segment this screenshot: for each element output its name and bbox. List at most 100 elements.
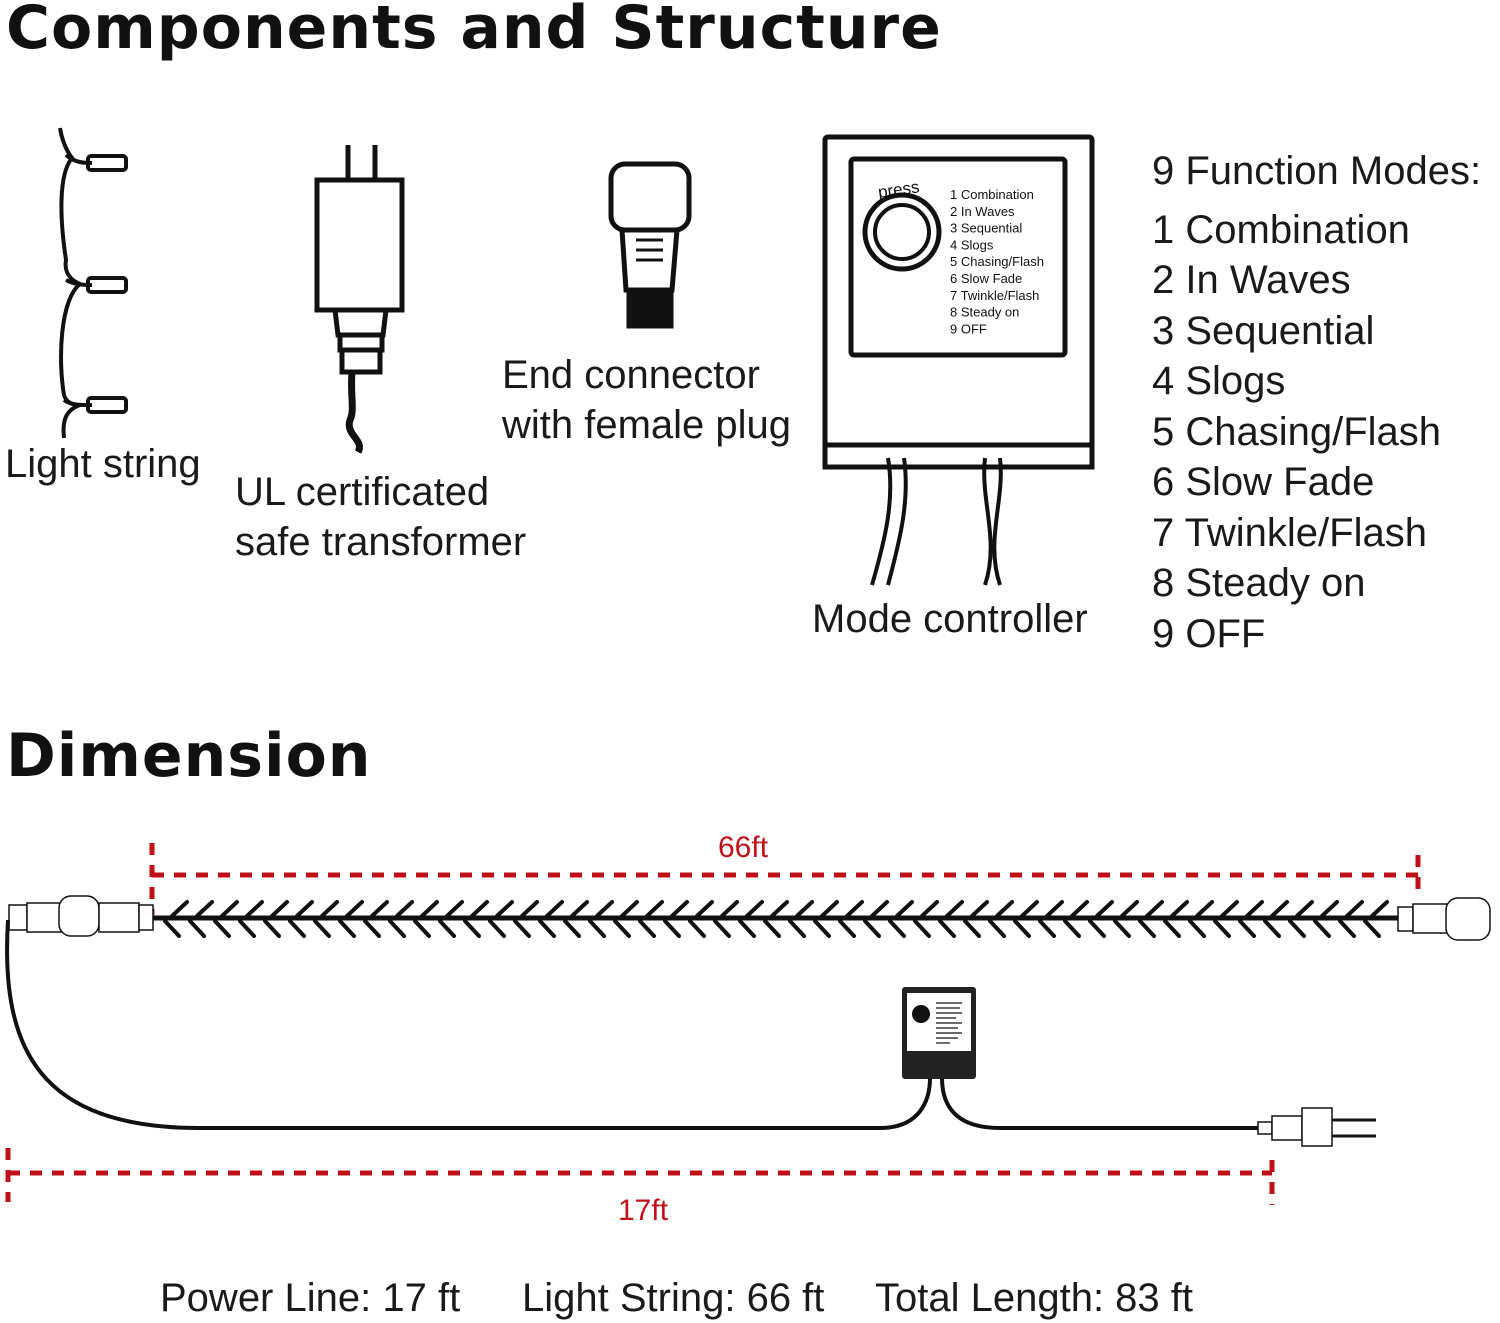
bulb-tick [670, 900, 689, 918]
mode-controller-label: Mode controller [812, 597, 1088, 641]
bulb-tick [445, 900, 464, 918]
bulb-tick [388, 919, 406, 938]
right-connector [1397, 897, 1491, 941]
bulb-tick [1245, 900, 1264, 918]
bulb-tick [1138, 919, 1156, 938]
controller-mode-text: 5 Chasing/Flash [950, 254, 1044, 269]
bulb-tick [738, 919, 756, 938]
bulb-tick [1038, 919, 1056, 938]
bulb-tick [363, 919, 381, 938]
dimension-title: Dimension [6, 721, 372, 791]
transformer-label-1: UL certificated [235, 470, 490, 514]
bulb-tick [1188, 919, 1206, 938]
light-string-length-label: 66ft [718, 831, 769, 864]
controller-mode-text: 4 Slogs [950, 237, 994, 252]
bulb-tick [588, 919, 606, 938]
bulb-tick [620, 900, 639, 918]
bulb-tick [1063, 919, 1081, 938]
bulb-tick [263, 919, 281, 938]
bulb-tick [663, 919, 681, 938]
power-cables [5, 919, 1258, 1130]
bulb-tick [720, 900, 739, 918]
bulb-tick [788, 919, 806, 938]
bulb-tick [695, 900, 714, 918]
function-modes-list: 9 Function Modes: 1 Combination 2 In Wav… [1152, 146, 1481, 659]
bulb-tick [970, 900, 989, 918]
bulb-tick [1145, 900, 1164, 918]
bulb-tick [938, 919, 956, 938]
end-connector-label-1: End connector [502, 353, 760, 397]
bulb-tick [713, 919, 731, 938]
bulb-tick [545, 900, 564, 918]
bulb-tick [1163, 919, 1181, 938]
bulb-tick [520, 900, 539, 918]
bulb-tick [1120, 900, 1139, 918]
bulb-tick [245, 900, 264, 918]
bulb-tick [845, 900, 864, 918]
end-connector-illustration [608, 161, 692, 329]
bulb-tick [295, 900, 314, 918]
bulb-tick [345, 900, 364, 918]
end-connector-label-2: with female plug [502, 403, 792, 447]
transformer-illustration [314, 145, 405, 454]
bulb-tick [238, 919, 256, 938]
bulb-tick [370, 900, 389, 918]
bulb-tick [1213, 919, 1231, 938]
bulb-tick [888, 919, 906, 938]
bulb-tick [570, 900, 589, 918]
bulb-tick [1113, 919, 1131, 938]
light-string-line [150, 900, 1400, 938]
bulb-tick [813, 919, 831, 938]
bulb-tick [1020, 900, 1039, 918]
bulb-tick [463, 919, 481, 938]
bulb-tick [1070, 900, 1089, 918]
bulb-tick [188, 919, 206, 938]
mode-item: 5 Chasing/Flash [1152, 409, 1442, 454]
bulb-tick [338, 919, 356, 938]
bulb-tick [195, 900, 214, 918]
bulb-tick [838, 919, 856, 938]
bulb-tick [563, 919, 581, 938]
light-string-summary: Light String: 66 ft [522, 1276, 825, 1320]
bulb-tick [963, 919, 981, 938]
bulb-tick [770, 900, 789, 918]
bulb-tick [1345, 900, 1364, 918]
mode-item: 3 Sequential [1152, 308, 1375, 353]
bulb-tick [870, 900, 889, 918]
bulb-tick [170, 900, 189, 918]
bulb-tick [613, 919, 631, 938]
bulb-tick [895, 900, 914, 918]
bulb-tick [1363, 919, 1381, 938]
measure-66ft [149, 843, 1421, 915]
bulb-tick [420, 900, 439, 918]
bulb-tick [470, 900, 489, 918]
bulb-tick [1088, 919, 1106, 938]
plug-adapter [1257, 1107, 1376, 1147]
measure-17ft [5, 1148, 1275, 1205]
controller-mode-text: 9 OFF [950, 321, 987, 336]
power-line-summary: Power Line: 17 ft [160, 1276, 461, 1320]
small-controller [902, 987, 976, 1079]
mode-item: 6 Slow Fade [1152, 460, 1375, 504]
bulb-tick [645, 900, 664, 918]
bulb-tick [513, 919, 531, 938]
bulb-tick [320, 900, 339, 918]
bulb-tick [995, 900, 1014, 918]
bulb-tick [1270, 900, 1289, 918]
controller-mode-text: 8 Steady on [950, 305, 1019, 320]
bulb-tick [1195, 900, 1214, 918]
mode-item: 7 Twinkle/Flash [1152, 510, 1427, 555]
bulb-tick [1013, 919, 1031, 938]
left-connector [8, 895, 154, 937]
bulb-tick [1295, 900, 1314, 918]
bulb-tick [270, 900, 289, 918]
bulb-tick [638, 919, 656, 938]
bulb-tick [1045, 900, 1064, 918]
mode-item: 9 OFF [1152, 611, 1266, 656]
bulb-tick [1170, 900, 1189, 918]
controller-mode-text: 7 Twinkle/Flash [950, 288, 1039, 303]
bulb-tick [495, 900, 514, 918]
bulb-tick [313, 919, 331, 938]
transformer-label-2: safe transformer [235, 520, 527, 564]
